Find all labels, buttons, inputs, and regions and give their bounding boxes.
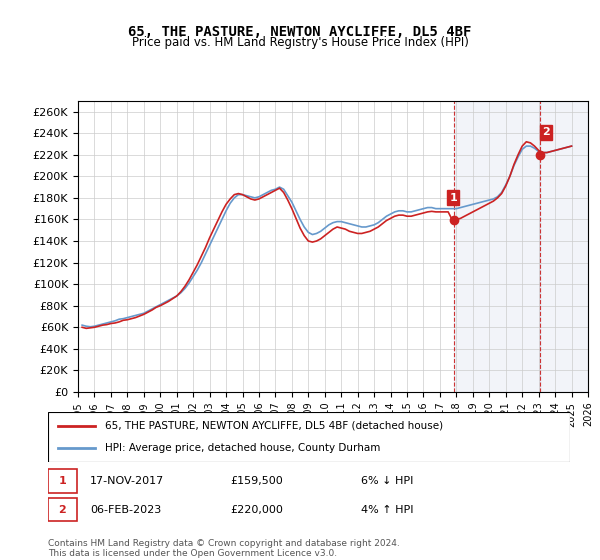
- Text: 6% ↓ HPI: 6% ↓ HPI: [361, 476, 413, 486]
- Text: £220,000: £220,000: [230, 505, 284, 515]
- Bar: [454, 101, 540, 392]
- Text: Contains HM Land Registry data © Crown copyright and database right 2024.: Contains HM Land Registry data © Crown c…: [48, 539, 400, 548]
- Text: Price paid vs. HM Land Registry's House Price Index (HPI): Price paid vs. HM Land Registry's House …: [131, 36, 469, 49]
- Text: This data is licensed under the Open Government Licence v3.0.: This data is licensed under the Open Gov…: [48, 549, 337, 558]
- Text: 4% ↑ HPI: 4% ↑ HPI: [361, 505, 414, 515]
- Text: 06-FEB-2023: 06-FEB-2023: [90, 505, 161, 515]
- Text: 2: 2: [58, 505, 66, 515]
- Text: 17-NOV-2017: 17-NOV-2017: [90, 476, 164, 486]
- Text: £159,500: £159,500: [230, 476, 283, 486]
- FancyBboxPatch shape: [48, 412, 570, 462]
- Text: HPI: Average price, detached house, County Durham: HPI: Average price, detached house, Coun…: [106, 443, 381, 453]
- Text: 65, THE PASTURE, NEWTON AYCLIFFE, DL5 4BF: 65, THE PASTURE, NEWTON AYCLIFFE, DL5 4B…: [128, 25, 472, 39]
- Text: 65, THE PASTURE, NEWTON AYCLIFFE, DL5 4BF (detached house): 65, THE PASTURE, NEWTON AYCLIFFE, DL5 4B…: [106, 421, 443, 431]
- Text: 2: 2: [542, 127, 550, 137]
- Text: 1: 1: [449, 193, 457, 203]
- FancyBboxPatch shape: [48, 498, 77, 521]
- Text: 1: 1: [58, 476, 66, 486]
- FancyBboxPatch shape: [48, 469, 77, 493]
- Bar: [540, 101, 588, 392]
